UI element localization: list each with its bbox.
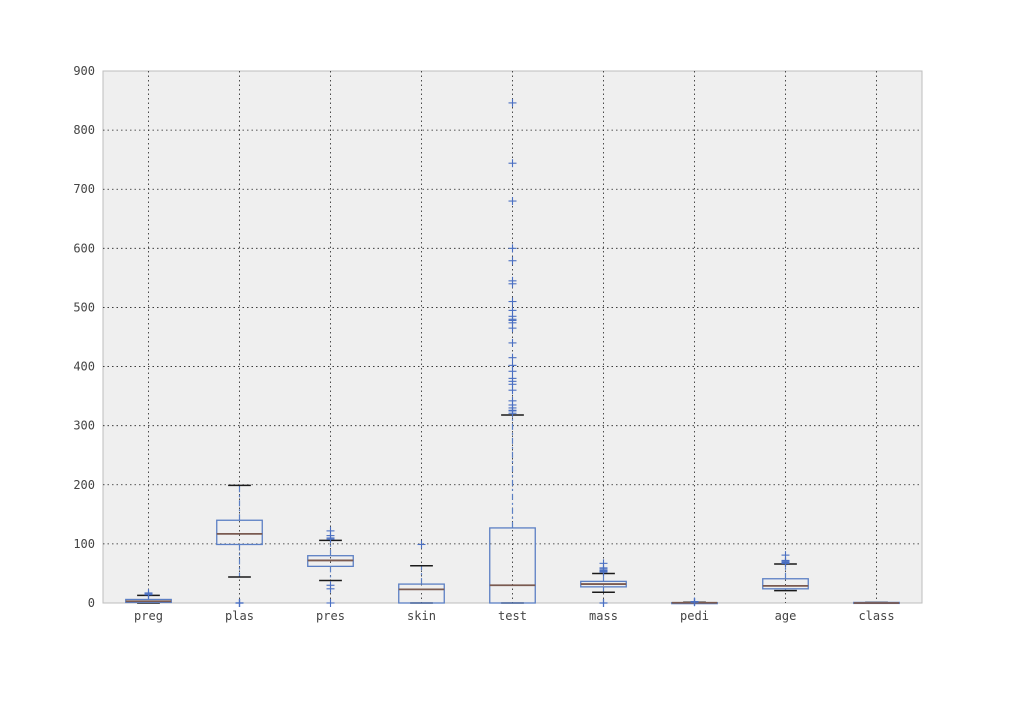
x-tick-label: preg: [134, 609, 163, 623]
x-tick-label: plas: [225, 609, 254, 623]
flier-point: [326, 526, 335, 535]
box-iqr: [398, 583, 445, 604]
flier-point: [690, 597, 699, 606]
flier-point: [599, 559, 608, 568]
flier-point: [508, 197, 517, 206]
y-tick-label: 0: [88, 596, 95, 610]
box-iqr: [216, 519, 263, 546]
x-tick-label: mass: [589, 609, 618, 623]
box-test: [489, 98, 536, 604]
flier-point: [508, 374, 517, 383]
box-class: [853, 601, 900, 605]
box-series: [125, 98, 900, 607]
y-tick-label: 400: [73, 360, 95, 374]
x-tick-label: class: [858, 609, 894, 623]
flier-point: [508, 159, 517, 168]
x-tick-label: age: [775, 609, 797, 623]
y-tick-label: 900: [73, 64, 95, 78]
flier-point: [508, 276, 517, 285]
x-tick-label: pres: [316, 609, 345, 623]
flier-point: [417, 540, 426, 549]
flier-point: [508, 98, 517, 107]
y-tick-label: 700: [73, 182, 95, 196]
box-mass: [580, 559, 627, 607]
y-tick-label: 600: [73, 241, 95, 255]
flier-point: [508, 244, 517, 253]
y-tick-label: 800: [73, 123, 95, 137]
y-tick-label: 100: [73, 537, 95, 551]
flier-point: [599, 599, 608, 607]
flier-point: [508, 396, 517, 405]
flier-point: [508, 297, 517, 306]
box-plas: [216, 484, 263, 607]
flier-point: [326, 599, 335, 607]
flier-point: [508, 256, 517, 265]
flier-point: [508, 361, 517, 370]
box-skin: [398, 540, 445, 604]
y-axis-ticks: 0 100 200 300 400 500 600 700 800 900: [73, 64, 95, 610]
y-tick-label: 500: [73, 300, 95, 314]
box-age: [762, 551, 809, 592]
x-tick-label: skin: [407, 609, 436, 623]
x-tick-label: pedi: [680, 609, 709, 623]
y-tick-label: 300: [73, 419, 95, 433]
box-pedi: [671, 597, 718, 607]
flier-point: [144, 588, 153, 597]
flier-point: [326, 581, 335, 590]
box-pres: [307, 526, 354, 607]
x-axis-ticks: preg plas pres skin test mass pedi age class: [134, 609, 895, 623]
box-preg: [125, 588, 172, 604]
flier-point: [508, 353, 517, 362]
flier-point: [508, 338, 517, 347]
flier-point: [781, 551, 790, 560]
flier-point: [508, 306, 517, 315]
y-tick-label: 200: [73, 478, 95, 492]
box-iqr: [762, 578, 809, 590]
box-iqr: [489, 527, 536, 604]
flier-point: [235, 599, 244, 607]
x-tick-label: test: [498, 609, 527, 623]
